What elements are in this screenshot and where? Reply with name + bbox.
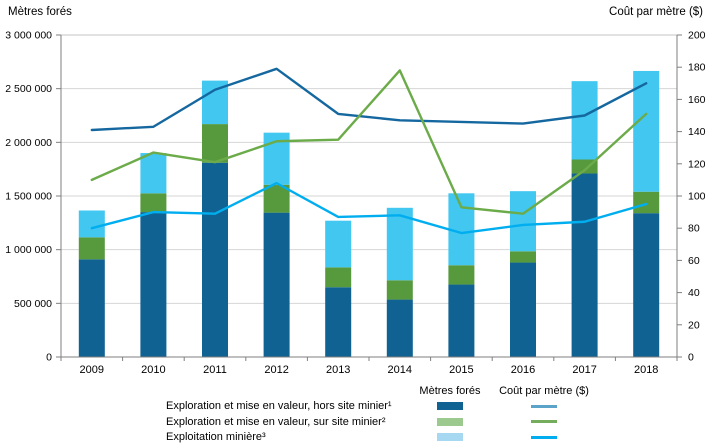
bar-segment-2013-sur-site bbox=[325, 267, 352, 288]
x-axis-label-2015: 2015 bbox=[449, 364, 473, 376]
bar-segment-2010-hors-site bbox=[140, 212, 167, 357]
left-tick-label: 0 bbox=[46, 352, 52, 364]
chart-legend: Mètres forés Coût par mètre ($) Explorat… bbox=[166, 383, 600, 445]
legend-label-exploration-hors-site: Exploration et mise en valeur, hors site… bbox=[166, 400, 392, 413]
x-axis-label-2011: 2011 bbox=[203, 364, 227, 376]
legend-bar-swatch-hors-site bbox=[437, 402, 463, 411]
left-tick-label: 2 000 000 bbox=[5, 137, 52, 149]
bar-segment-2011-hors-site bbox=[202, 162, 228, 357]
bar-segment-2016-exploitation bbox=[510, 191, 536, 252]
right-axis-title: Coût par mètre ($) bbox=[609, 6, 703, 18]
bar-segment-2012-hors-site bbox=[263, 212, 290, 357]
x-axis-label-2017: 2017 bbox=[572, 364, 596, 376]
left-tick-label: 2 500 000 bbox=[5, 83, 52, 95]
bar-segment-2014-sur-site bbox=[386, 280, 413, 300]
legend-line-swatch-exploitation bbox=[531, 435, 557, 439]
right-tick-label: 20 bbox=[688, 319, 700, 331]
right-tick-label: 40 bbox=[688, 287, 700, 299]
x-axis-label-2010: 2010 bbox=[141, 364, 165, 376]
right-tick-label: 120 bbox=[688, 158, 706, 170]
right-tick-label: 60 bbox=[688, 255, 700, 267]
bar-segment-2012-sur-site bbox=[263, 184, 290, 213]
left-axis-title: Mètres forés bbox=[8, 6, 72, 18]
x-axis-label-2014: 2014 bbox=[388, 364, 412, 376]
legend-bar-swatch-sur-site bbox=[437, 417, 463, 426]
legend-line-swatch-hors-site bbox=[531, 404, 557, 408]
cost-line-sur-site bbox=[90, 69, 648, 215]
legend-header-bars: Mètres forés bbox=[419, 384, 481, 397]
right-tick-label: 100 bbox=[688, 191, 706, 203]
bar-segment-2018-hors-site bbox=[633, 213, 660, 357]
legend-bar-swatch-exploitation bbox=[437, 433, 463, 442]
left-tick-label: 500 000 bbox=[14, 298, 52, 310]
right-tick-label: 200 bbox=[688, 30, 706, 42]
bar-segment-2015-hors-site bbox=[448, 284, 475, 357]
bar-segment-2009-sur-site bbox=[78, 237, 105, 260]
right-tick-label: 160 bbox=[688, 94, 706, 106]
bar-segment-2016-sur-site bbox=[510, 251, 536, 263]
bar-segment-2010-sur-site bbox=[140, 193, 167, 213]
x-axis-label-2009: 2009 bbox=[80, 364, 104, 376]
left-tick-label: 3 000 000 bbox=[5, 30, 52, 42]
bar-segment-2011-sur-site bbox=[202, 124, 228, 163]
right-tick-label: 180 bbox=[688, 62, 706, 74]
bar-segment-2009-exploitation bbox=[78, 210, 105, 238]
bar-segment-2009-hors-site bbox=[78, 259, 105, 357]
x-axis-label-2016: 2016 bbox=[511, 364, 535, 376]
left-tick-label: 1 000 000 bbox=[5, 244, 52, 256]
bar-segment-2016-hors-site bbox=[510, 262, 536, 357]
left-tick-label: 1 500 000 bbox=[5, 191, 52, 203]
legend-line-swatch-sur-site bbox=[531, 420, 557, 424]
bar-segment-2013-exploitation bbox=[325, 220, 352, 268]
legend-label-exploration-sur-site: Exploration et mise en valeur, sur site … bbox=[166, 415, 386, 428]
cost-line-exploitation bbox=[90, 181, 648, 235]
bar-segment-2018-exploitation bbox=[633, 70, 660, 192]
bar-segment-2010-exploitation bbox=[140, 153, 167, 194]
bar-segment-2014-exploitation bbox=[386, 207, 413, 281]
legend-label-exploitation-miniere: Exploitation minière³ bbox=[166, 431, 266, 444]
x-axis-label-2013: 2013 bbox=[326, 364, 350, 376]
right-tick-label: 0 bbox=[688, 352, 694, 364]
x-axis-label-2012: 2012 bbox=[264, 364, 288, 376]
right-tick-label: 80 bbox=[688, 223, 700, 235]
right-tick-label: 140 bbox=[688, 126, 706, 138]
bar-segment-2013-hors-site bbox=[325, 287, 352, 357]
bar-segment-2017-hors-site bbox=[571, 173, 598, 357]
legend-header-lines: Coût par mètre ($) bbox=[499, 384, 589, 397]
x-axis-label-2018: 2018 bbox=[634, 364, 658, 376]
bar-segment-2017-exploitation bbox=[571, 81, 598, 160]
cost-line-hors-site bbox=[90, 67, 648, 132]
bar-segment-2018-sur-site bbox=[633, 191, 660, 214]
bar-segment-2015-sur-site bbox=[448, 265, 475, 285]
bar-segment-2014-hors-site bbox=[386, 299, 413, 357]
